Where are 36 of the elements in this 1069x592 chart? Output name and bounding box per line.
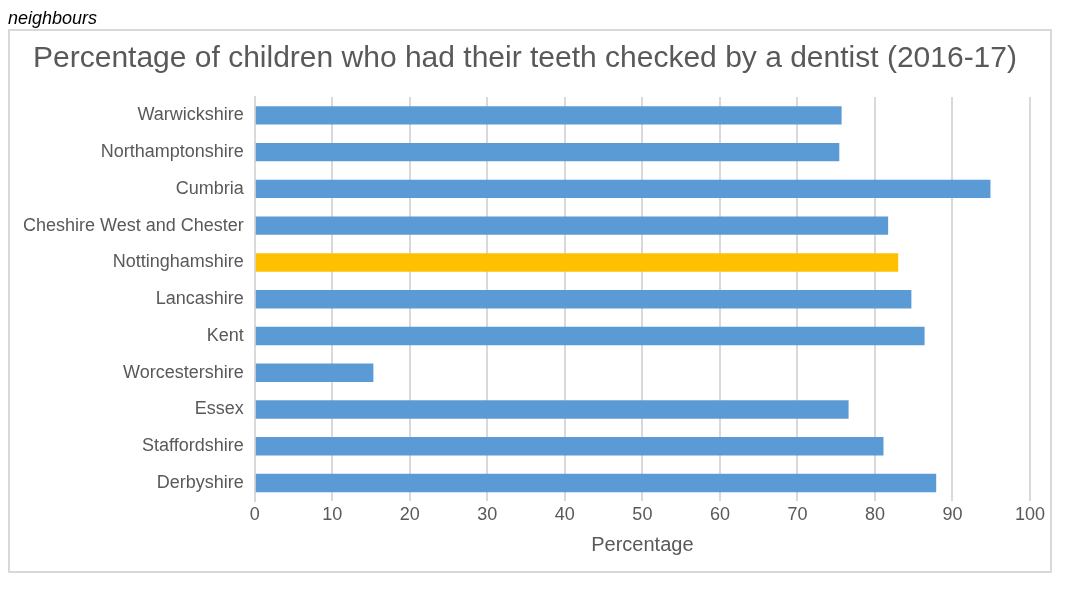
x-tick-label: 90	[942, 504, 963, 525]
y-tick-label: Essex	[194, 398, 244, 419]
x-tick-label: 50	[632, 504, 653, 525]
bar	[255, 326, 925, 346]
x-tick-label: 100	[1014, 504, 1046, 525]
y-tick-label: Derbyshire	[156, 471, 244, 492]
bar	[255, 179, 991, 199]
y-tick-label: Cumbria	[175, 177, 245, 198]
y-tick-label: Lancashire	[155, 288, 244, 309]
x-tick-label: 20	[399, 504, 420, 525]
y-tick-label: Kent	[206, 324, 244, 345]
y-tick-label: Northamptonshire	[100, 141, 244, 162]
y-tick-label: Worcestershire	[123, 361, 244, 382]
bar	[255, 106, 842, 125]
x-axis-title: Percentage	[591, 532, 694, 555]
bar	[255, 437, 884, 456]
chart-title: Percentage of children who had their teeth checked by a dentist (2016-17)	[33, 40, 1017, 74]
bar	[255, 473, 937, 493]
x-tick-label: 40	[554, 504, 575, 525]
bar	[255, 253, 899, 272]
x-tick-label: 10	[322, 504, 343, 525]
x-tick-label: 60	[709, 504, 730, 525]
y-tick-label: Staffordshire	[142, 435, 244, 456]
y-tick-label: Nottinghamshire	[112, 251, 244, 272]
text: neighbours	[8, 8, 99, 29]
x-tick-label: 70	[787, 504, 808, 525]
bar	[255, 142, 840, 162]
bar	[255, 363, 374, 382]
y-tick-label: Warwickshire	[137, 104, 244, 125]
bar	[255, 216, 889, 235]
x-tick-label: 30	[477, 504, 498, 525]
x-tick-label: 80	[864, 504, 885, 525]
y-tick-label: Cheshire West and Chester	[22, 214, 244, 235]
bar	[255, 400, 849, 419]
x-tick-label: 0	[249, 504, 260, 525]
bar	[255, 290, 912, 309]
